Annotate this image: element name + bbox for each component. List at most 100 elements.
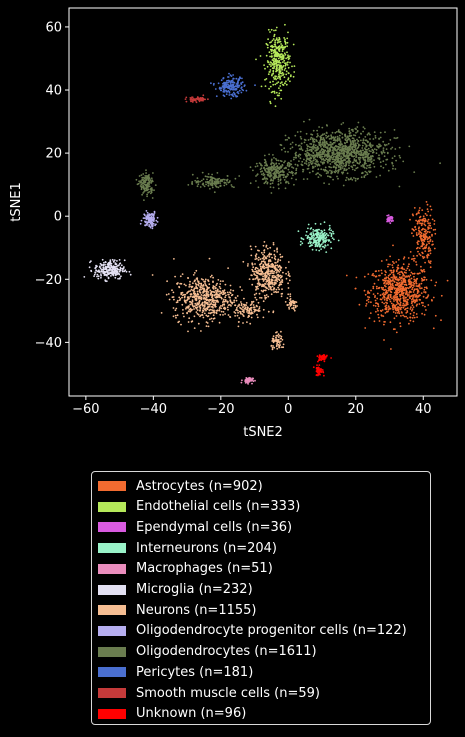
data-point [311, 155, 314, 157]
data-point [395, 315, 398, 317]
data-point [350, 151, 353, 154]
data-point [406, 300, 408, 303]
data-point [197, 183, 200, 186]
data-point [263, 251, 266, 254]
data-point [110, 266, 113, 269]
data-point [271, 337, 274, 340]
data-point [263, 294, 266, 297]
data-point [331, 146, 334, 149]
data-point [272, 72, 275, 75]
data-point [354, 287, 357, 290]
data-point [356, 138, 358, 141]
data-point [214, 293, 217, 296]
data-point [317, 134, 319, 137]
data-point [118, 270, 121, 273]
data-point [418, 286, 421, 288]
data-point [284, 150, 287, 153]
data-point [228, 296, 231, 298]
data-point [250, 311, 253, 313]
data-point [387, 297, 390, 300]
data-point [156, 221, 159, 223]
data-point [413, 259, 415, 262]
data-point [336, 135, 339, 138]
data-point [413, 311, 415, 314]
data-point [95, 264, 97, 267]
data-point [390, 348, 392, 350]
data-point [394, 312, 397, 314]
data-point [305, 163, 308, 165]
data-point [403, 297, 405, 299]
data-point [355, 151, 358, 154]
data-point [229, 300, 232, 303]
data-point [316, 155, 319, 158]
data-point [290, 177, 293, 180]
data-point [241, 81, 244, 83]
data-point [202, 178, 205, 181]
data-point [292, 158, 295, 161]
data-point [271, 275, 274, 277]
data-point [216, 282, 219, 285]
data-point [401, 266, 404, 269]
data-point [307, 223, 310, 226]
data-point [341, 159, 343, 162]
data-point [313, 141, 316, 143]
data-point [312, 228, 315, 231]
data-point [410, 306, 412, 309]
data-point [397, 285, 400, 288]
data-point [262, 316, 265, 319]
data-point [318, 164, 321, 166]
data-point [204, 280, 207, 283]
data-point [272, 49, 275, 52]
data-point [329, 241, 332, 244]
data-point [394, 290, 397, 292]
data-point [195, 285, 198, 288]
data-point [402, 292, 404, 295]
data-point [114, 274, 117, 277]
data-point [200, 298, 203, 301]
data-point [178, 285, 181, 288]
data-point [406, 295, 409, 297]
data-point [394, 304, 397, 307]
data-point [267, 268, 269, 271]
data-point [147, 191, 150, 194]
data-point [269, 69, 272, 71]
data-point [284, 139, 287, 141]
data-point [282, 346, 285, 349]
data-point [287, 151, 289, 153]
data-point [231, 81, 234, 84]
data-point [283, 37, 285, 39]
data-point [325, 131, 328, 134]
data-point [255, 257, 258, 260]
data-point [415, 304, 418, 307]
data-point [424, 217, 426, 220]
data-point [278, 45, 281, 47]
data-point [281, 68, 283, 71]
data-point [227, 308, 229, 311]
data-point [368, 317, 371, 320]
data-point [278, 288, 280, 291]
data-point [321, 236, 323, 239]
data-point [211, 299, 214, 301]
data-point [399, 301, 402, 304]
data-point [308, 118, 311, 121]
data-point [324, 144, 327, 147]
data-point [120, 275, 122, 278]
data-point [271, 285, 274, 288]
data-point [287, 55, 290, 58]
data-point [381, 309, 384, 311]
data-point [216, 300, 218, 303]
data-point [197, 97, 200, 100]
data-point [218, 87, 221, 89]
data-point [426, 236, 428, 239]
data-point [148, 180, 151, 183]
data-point [332, 178, 334, 181]
data-point [267, 310, 270, 313]
data-point [285, 272, 287, 275]
data-point [151, 197, 154, 199]
data-point [418, 232, 420, 234]
data-point [347, 154, 350, 157]
data-point [402, 304, 404, 307]
data-point [399, 293, 402, 296]
data-point [267, 283, 269, 285]
data-point [255, 292, 258, 295]
